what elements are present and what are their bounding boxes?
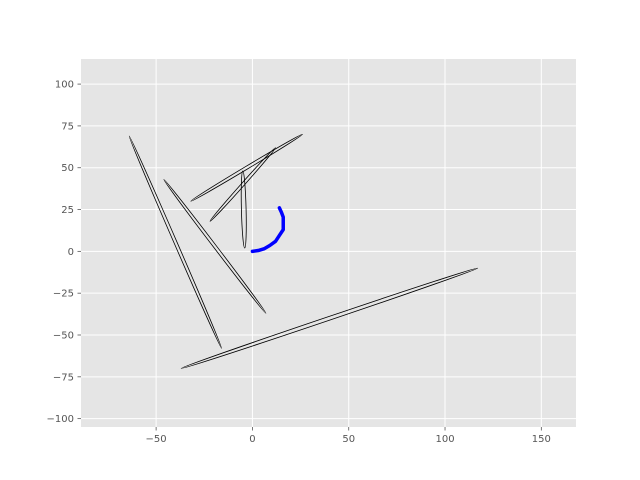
ellipse-outline	[240, 170, 247, 249]
y-tick-label: −75	[53, 372, 74, 383]
plot-area	[81, 59, 576, 427]
y-tick-label: 100	[55, 80, 74, 91]
x-tick-label: 100	[435, 434, 454, 445]
y-tick-label: 0	[68, 247, 74, 258]
arc-series	[250, 206, 285, 254]
x-axis: −50 0 50 100 150	[146, 427, 551, 445]
y-tick-label: 50	[61, 163, 74, 174]
arc-line	[250, 206, 285, 254]
ellipses	[128, 133, 479, 369]
x-tick-label: 0	[249, 434, 255, 445]
y-tick-label: 25	[61, 205, 74, 216]
y-tick-label: −50	[53, 331, 74, 342]
y-axis: 100 75 50 25 0 −25 −50 −75 −100	[47, 80, 81, 425]
ellipse-outline	[163, 179, 267, 314]
ellipse-outline	[180, 267, 479, 369]
gridlines	[81, 59, 576, 427]
x-tick-label: 150	[532, 434, 551, 445]
y-tick-label: −25	[53, 289, 74, 300]
x-tick-label: −50	[146, 434, 167, 445]
ellipse-outline	[190, 133, 303, 202]
ellipse-outline	[128, 135, 223, 349]
x-tick-label: 50	[342, 434, 355, 445]
y-tick-label: −100	[47, 414, 74, 425]
y-tick-label: 75	[61, 121, 74, 132]
